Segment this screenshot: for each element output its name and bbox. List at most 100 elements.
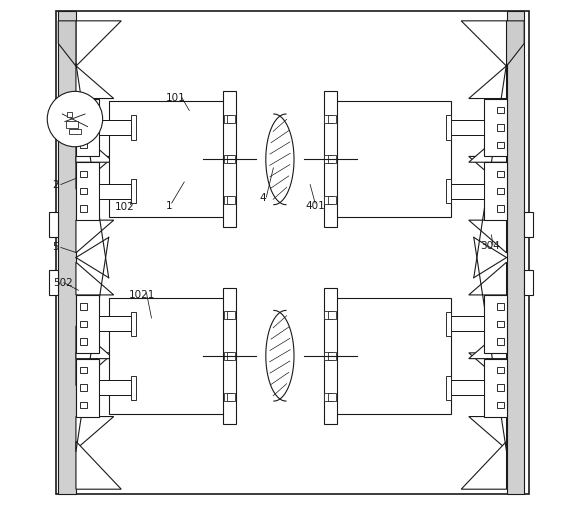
Polygon shape <box>76 220 113 253</box>
Bar <box>497 188 504 194</box>
Bar <box>497 401 504 408</box>
Polygon shape <box>76 157 113 189</box>
Bar <box>81 401 87 408</box>
Bar <box>228 392 236 400</box>
Bar <box>66 121 78 128</box>
Text: 1: 1 <box>166 200 172 211</box>
Polygon shape <box>76 353 113 386</box>
Text: 401: 401 <box>305 201 325 211</box>
Bar <box>328 311 336 319</box>
Polygon shape <box>76 129 113 162</box>
Bar <box>324 311 332 319</box>
Text: 4: 4 <box>260 193 266 203</box>
Bar <box>49 212 58 237</box>
Bar <box>324 288 336 424</box>
Bar <box>484 295 507 353</box>
Bar <box>328 156 336 163</box>
Bar <box>76 295 99 353</box>
Text: A: A <box>50 119 57 129</box>
Polygon shape <box>461 441 507 489</box>
Bar <box>81 303 87 310</box>
Bar <box>67 113 73 117</box>
Text: 304: 304 <box>480 241 500 251</box>
Bar <box>223 311 232 319</box>
Polygon shape <box>469 326 507 359</box>
Bar <box>497 206 504 212</box>
Bar <box>223 115 232 123</box>
Bar <box>81 141 87 148</box>
Text: 1021: 1021 <box>129 290 155 300</box>
Bar <box>331 298 451 414</box>
Bar <box>484 162 507 220</box>
Polygon shape <box>461 21 507 66</box>
Bar <box>331 102 451 217</box>
Polygon shape <box>76 66 113 98</box>
Bar <box>223 351 232 360</box>
Bar <box>497 338 504 344</box>
Bar <box>81 338 87 344</box>
Bar <box>132 312 136 336</box>
Polygon shape <box>76 441 121 489</box>
Bar <box>132 376 136 399</box>
Bar <box>76 98 99 157</box>
Bar <box>99 316 132 331</box>
Polygon shape <box>76 417 113 449</box>
Bar <box>446 376 451 399</box>
Bar <box>497 303 504 310</box>
Bar <box>451 316 484 331</box>
Polygon shape <box>469 129 507 162</box>
Polygon shape <box>469 220 507 253</box>
Bar <box>99 184 132 199</box>
Bar <box>451 120 484 135</box>
Bar <box>497 384 504 391</box>
Bar <box>328 115 336 123</box>
Bar <box>228 156 236 163</box>
Circle shape <box>47 91 102 147</box>
Bar <box>223 196 232 204</box>
Bar <box>328 196 336 204</box>
Bar <box>81 107 87 114</box>
Bar <box>524 212 533 237</box>
Bar <box>81 206 87 212</box>
Bar <box>446 312 451 336</box>
Bar <box>81 124 87 131</box>
Polygon shape <box>469 66 507 98</box>
Bar <box>81 367 87 374</box>
Bar <box>507 11 524 494</box>
Bar <box>49 270 58 295</box>
Bar <box>497 124 504 131</box>
Text: 101: 101 <box>166 93 185 103</box>
Bar <box>99 380 132 395</box>
Bar <box>484 359 507 417</box>
Bar <box>228 351 236 360</box>
Bar <box>223 91 236 227</box>
Polygon shape <box>76 262 113 295</box>
Bar <box>223 392 232 400</box>
Bar <box>81 321 87 327</box>
Text: 502: 502 <box>53 278 73 288</box>
Bar <box>328 351 336 360</box>
Bar <box>446 179 451 204</box>
Bar <box>497 141 504 148</box>
Polygon shape <box>469 417 507 449</box>
Bar <box>324 156 332 163</box>
Bar <box>109 102 229 217</box>
Bar <box>99 120 132 135</box>
Bar <box>228 196 236 204</box>
Bar <box>328 392 336 400</box>
Bar <box>497 321 504 327</box>
Bar <box>132 115 136 139</box>
Bar <box>76 162 99 220</box>
Bar <box>228 311 236 319</box>
Bar <box>451 184 484 199</box>
Polygon shape <box>58 21 76 66</box>
Bar <box>497 171 504 177</box>
Text: 102: 102 <box>115 202 135 212</box>
Bar <box>228 115 236 123</box>
Bar <box>81 384 87 391</box>
Polygon shape <box>469 353 507 386</box>
Bar <box>324 392 332 400</box>
Bar <box>484 98 507 157</box>
Bar <box>58 11 76 494</box>
Bar <box>324 196 332 204</box>
